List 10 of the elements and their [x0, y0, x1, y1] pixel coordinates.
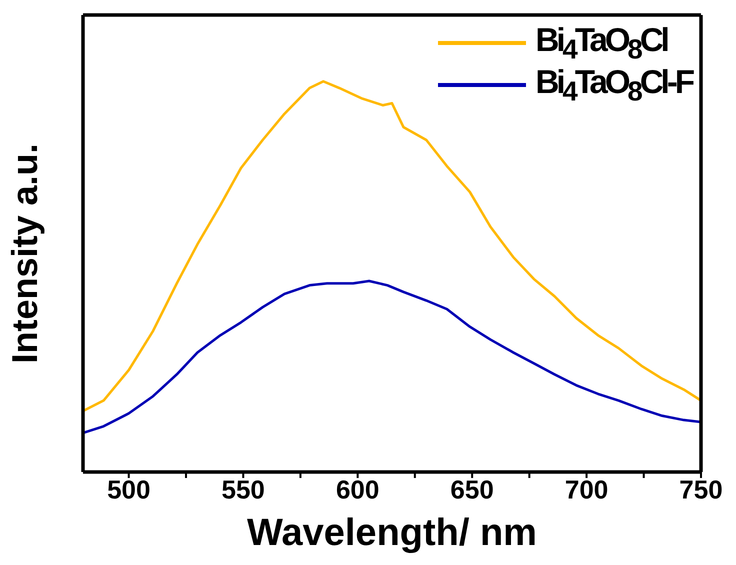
legend-label: Bi$_{4}$TaO$_{8}$Cl-F [536, 62, 692, 108]
x-axis-title: Wavelength/ nm [247, 512, 537, 554]
x-tick-label: 550 [222, 474, 265, 504]
x-tick-label: 700 [564, 474, 608, 504]
x-tick-label: 500 [107, 474, 150, 504]
x-tick-label: 750 [679, 474, 723, 504]
x-tick-label: 650 [450, 474, 494, 504]
legend-label: Bi$_{4}$TaO$_{8}$Cl [536, 20, 667, 64]
y-axis-title: Intensity a.u. [4, 143, 45, 364]
x-tick-label: 600 [336, 474, 380, 504]
